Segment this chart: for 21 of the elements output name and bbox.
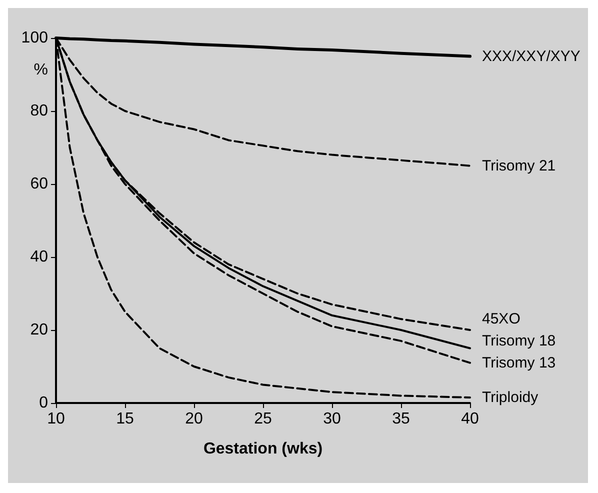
y-tick-label: 60 — [30, 176, 48, 192]
x-tick-label: 30 — [323, 410, 341, 428]
series-label: Trisomy 21 — [482, 157, 556, 174]
y-axis-title: % — [34, 62, 48, 78]
x-tick-label: 25 — [254, 410, 272, 428]
y-tick-label: 0 — [39, 394, 48, 412]
series-label: XXX/XXY/XYY — [482, 48, 580, 65]
x-tick-label: 20 — [185, 410, 203, 428]
x-tick-label: 40 — [461, 410, 479, 428]
series-label: 45XO — [482, 310, 520, 328]
y-tick-label: 80 — [30, 102, 48, 120]
y-tick-label: 40 — [30, 248, 48, 266]
series-label: Trisomy 13 — [482, 354, 556, 372]
x-tick-label: 35 — [392, 410, 410, 428]
x-tick-label: 15 — [116, 410, 134, 428]
series-label: Triploidy — [482, 389, 539, 406]
series-label: Trisomy 18 — [482, 332, 556, 350]
x-tick-label: 10 — [47, 410, 65, 428]
y-tick-label: 100 — [21, 30, 48, 46]
x-axis-title: Gestation (wks) — [203, 440, 323, 458]
y-tick-label: 20 — [30, 322, 48, 338]
